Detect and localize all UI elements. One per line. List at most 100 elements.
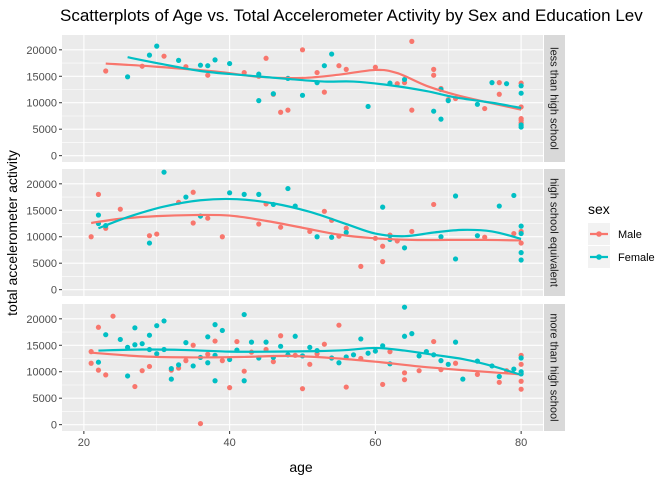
y-tick-label: 5000 <box>33 124 57 136</box>
data-point-female <box>431 108 437 114</box>
data-point-female <box>212 57 218 63</box>
data-point-female <box>241 191 247 197</box>
data-point-female <box>139 341 145 347</box>
data-point-female <box>278 343 284 349</box>
data-point-female <box>358 336 364 342</box>
data-point-male <box>212 338 218 344</box>
facet-strip-label: more than high school <box>548 313 560 421</box>
y-tick-label: 10000 <box>26 232 57 244</box>
data-point-female <box>146 52 153 58</box>
data-point-male <box>358 263 364 269</box>
data-point-male <box>241 368 247 374</box>
data-point-male <box>401 370 408 376</box>
facet-strip-label: less than high school <box>548 47 560 150</box>
data-point-female <box>190 363 196 369</box>
data-point-male <box>278 224 284 230</box>
data-point-female <box>474 233 481 239</box>
data-point-female <box>146 240 153 246</box>
data-point-female <box>183 340 189 346</box>
data-point-male <box>95 324 102 330</box>
data-point-female <box>314 234 320 240</box>
x-tick-label: 80 <box>515 437 527 449</box>
data-point-female <box>438 234 444 240</box>
data-point-male <box>146 233 153 239</box>
data-point-male <box>307 361 313 367</box>
data-point-male <box>431 338 437 345</box>
data-point-female <box>336 360 342 366</box>
data-point-male <box>496 91 502 97</box>
data-point-male <box>496 379 502 385</box>
data-point-male <box>103 372 109 378</box>
data-point-male <box>256 221 262 227</box>
facet-panels: 0 5000 10000 15000 20000 less than high schoo… <box>26 35 565 432</box>
data-point-male <box>409 228 415 235</box>
data-point-female <box>518 83 524 89</box>
y-tick-label: 20000 <box>26 45 57 57</box>
data-point-male <box>146 363 153 370</box>
data-point-female <box>511 192 517 199</box>
data-point-female <box>103 332 109 338</box>
x-axis: 20 40 60 80 <box>78 431 527 449</box>
data-point-female <box>518 90 524 96</box>
data-point-male <box>205 351 211 357</box>
data-point-female <box>518 122 524 128</box>
data-point-female <box>146 332 153 338</box>
data-point-male <box>431 66 437 72</box>
data-point-female <box>95 359 102 365</box>
data-point-male <box>161 53 167 59</box>
data-point-male <box>110 313 116 319</box>
data-point-male <box>205 215 211 221</box>
data-point-female <box>350 352 357 358</box>
data-point-female <box>168 365 174 372</box>
data-point-female <box>518 250 524 256</box>
data-point-male <box>518 386 524 392</box>
data-point-female <box>372 348 378 354</box>
data-point-female <box>321 63 327 69</box>
y-tick-label: 0 <box>51 285 57 297</box>
data-point-male <box>263 55 269 61</box>
y-tick-label: 15000 <box>26 205 57 217</box>
data-point-female <box>343 229 349 236</box>
data-point-male <box>321 89 327 95</box>
x-tick-label: 40 <box>223 437 235 449</box>
data-point-female <box>445 361 451 367</box>
data-point-male <box>117 206 123 212</box>
legend-key-point <box>596 254 602 260</box>
data-point-female <box>307 344 313 350</box>
x-axis-title: age <box>289 459 313 475</box>
data-point-male <box>227 385 233 391</box>
y-tick-label: 15000 <box>26 340 57 352</box>
data-point-male <box>401 377 408 383</box>
y-tick-label: 20000 <box>26 179 57 191</box>
data-point-female <box>154 323 160 329</box>
data-point-male <box>234 338 240 345</box>
data-point-male <box>299 386 306 392</box>
data-point-female <box>518 223 524 229</box>
facet-panel: 0 5000 10000 15000 20000 high school equivale… <box>26 169 565 297</box>
data-point-male <box>241 69 247 76</box>
data-point-male <box>511 230 517 237</box>
data-point-male <box>518 240 524 246</box>
y-axis-title: total accelerometer activity <box>4 150 20 316</box>
data-point-male <box>132 383 138 390</box>
data-point-male <box>518 116 524 122</box>
data-point-female <box>248 339 255 345</box>
data-point-male <box>409 38 415 44</box>
data-point-female <box>212 378 218 384</box>
data-point-female <box>176 362 182 368</box>
data-point-female <box>452 256 459 262</box>
data-point-female <box>460 376 466 382</box>
data-point-male <box>452 360 459 366</box>
data-point-male <box>474 371 481 377</box>
y-tick-label: 10000 <box>26 367 57 379</box>
data-point-female <box>161 318 167 324</box>
data-point-male <box>336 322 342 328</box>
smooth-line-male <box>90 213 522 242</box>
data-point-male <box>518 361 524 367</box>
data-point-female <box>329 234 335 240</box>
data-point-male <box>103 68 109 74</box>
data-point-male <box>278 333 284 339</box>
data-point-male <box>299 47 306 53</box>
data-point-male <box>336 63 342 69</box>
